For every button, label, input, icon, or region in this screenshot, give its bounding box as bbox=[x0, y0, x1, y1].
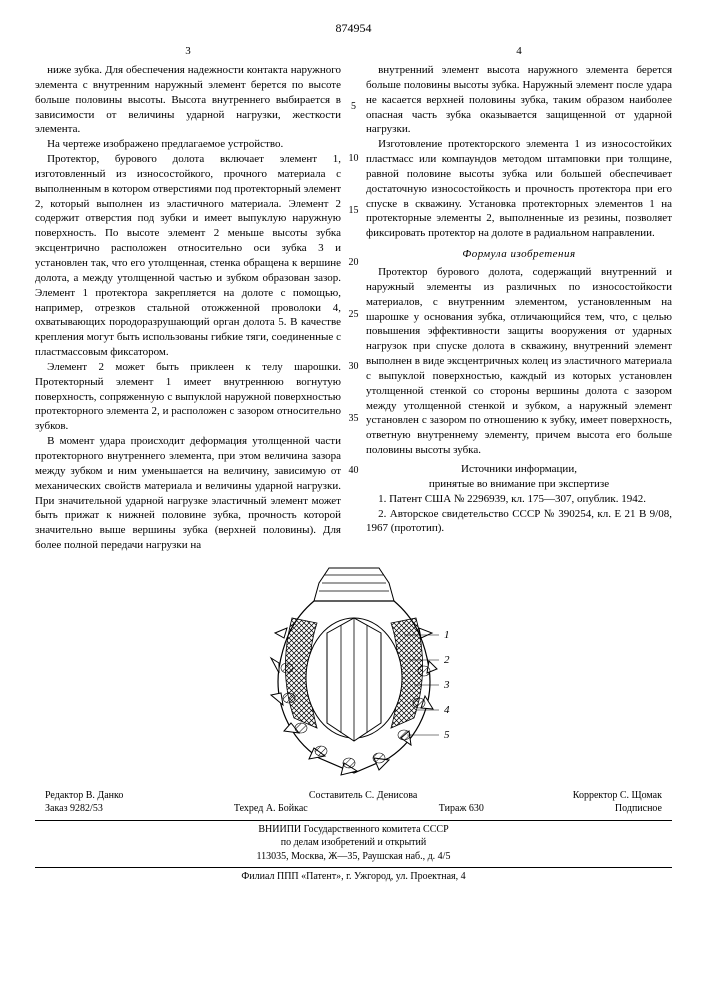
body-paragraph: Протектор, бурового долота включает элем… bbox=[35, 152, 341, 360]
body-paragraph: Изготовление протекторского элемента 1 и… bbox=[366, 137, 672, 241]
figure-label: 3 bbox=[443, 679, 450, 691]
corrector: Корректор С. Щомак bbox=[573, 789, 662, 803]
drill-bit-figure: 1 2 3 4 5 bbox=[249, 563, 459, 783]
right-column: 4 внутренний элемент высота наружного эл… bbox=[366, 44, 672, 553]
footer-org-2: по делам изобретений и открытий bbox=[35, 836, 672, 850]
claim-text: Протектор бурового долота, содержащий вн… bbox=[366, 265, 672, 458]
body-paragraph: внутренний элемент высота наружного элем… bbox=[366, 63, 672, 137]
source-item: 1. Патент США № 2296939, кл. 175—307, оп… bbox=[366, 492, 672, 507]
credits-row-2: Заказ 9282/53 Техред А. Бойкас Тираж 630… bbox=[35, 802, 672, 816]
line-number: 15 bbox=[349, 204, 359, 218]
columns-wrap: 5 10 15 20 25 30 35 40 3 ниже зубка. Для обеспе… bbox=[35, 44, 672, 553]
line-number: 25 bbox=[349, 308, 359, 322]
footer-addr-1: 113035, Москва, Ж—35, Раушская наб., д. … bbox=[35, 850, 672, 864]
patent-number: 874954 bbox=[35, 20, 672, 36]
line-number: 35 bbox=[349, 412, 359, 426]
left-column: 3 ниже зубка. Для обеспечения надежности… bbox=[35, 44, 341, 553]
credits-row-1: Редактор В. Данко Составитель С. Денисов… bbox=[35, 789, 672, 803]
editor: Редактор В. Данко bbox=[45, 789, 123, 803]
body-paragraph: Элемент 2 может быть приклеен к телу шар… bbox=[35, 360, 341, 434]
right-pagenum: 4 bbox=[366, 44, 672, 59]
compiler: Составитель С. Денисова bbox=[309, 789, 417, 803]
figure-label: 4 bbox=[444, 704, 450, 716]
divider-2 bbox=[35, 867, 672, 868]
divider-1 bbox=[35, 820, 672, 821]
copies: Тираж 630 bbox=[439, 802, 484, 816]
subscription: Подписное bbox=[615, 802, 662, 816]
line-number: 10 bbox=[349, 152, 359, 166]
body-paragraph: На чертеже изображено предлагаемое устро… bbox=[35, 137, 341, 152]
line-number: 30 bbox=[349, 360, 359, 374]
body-paragraph: ниже зубка. Для обеспечения надежности к… bbox=[35, 63, 341, 137]
body-paragraph: В момент удара происходит деформация уто… bbox=[35, 434, 341, 553]
line-number: 5 bbox=[351, 100, 356, 114]
source-item: 2. Авторское свидетельство СССР № 390254… bbox=[366, 507, 672, 537]
figure-label: 1 bbox=[444, 629, 450, 641]
left-pagenum: 3 bbox=[35, 44, 341, 59]
techred: Техред А. Бойкас bbox=[234, 802, 308, 816]
line-number: 40 bbox=[349, 464, 359, 478]
order-number: Заказ 9282/53 bbox=[45, 802, 103, 816]
sources-title: Источники информации, принятые во вниман… bbox=[366, 462, 672, 492]
figure-label: 5 bbox=[444, 729, 450, 741]
footer-org-1: ВНИИПИ Государственного комитета СССР bbox=[35, 823, 672, 837]
footer-addr-2: Филиал ППП «Патент», г. Ужгород, ул. Про… bbox=[35, 870, 672, 884]
figure-wrap: 1 2 3 4 5 bbox=[35, 563, 672, 783]
figure-label: 2 bbox=[444, 654, 450, 666]
claim-title: Формула изобретения bbox=[366, 247, 672, 262]
line-number: 20 bbox=[349, 256, 359, 270]
